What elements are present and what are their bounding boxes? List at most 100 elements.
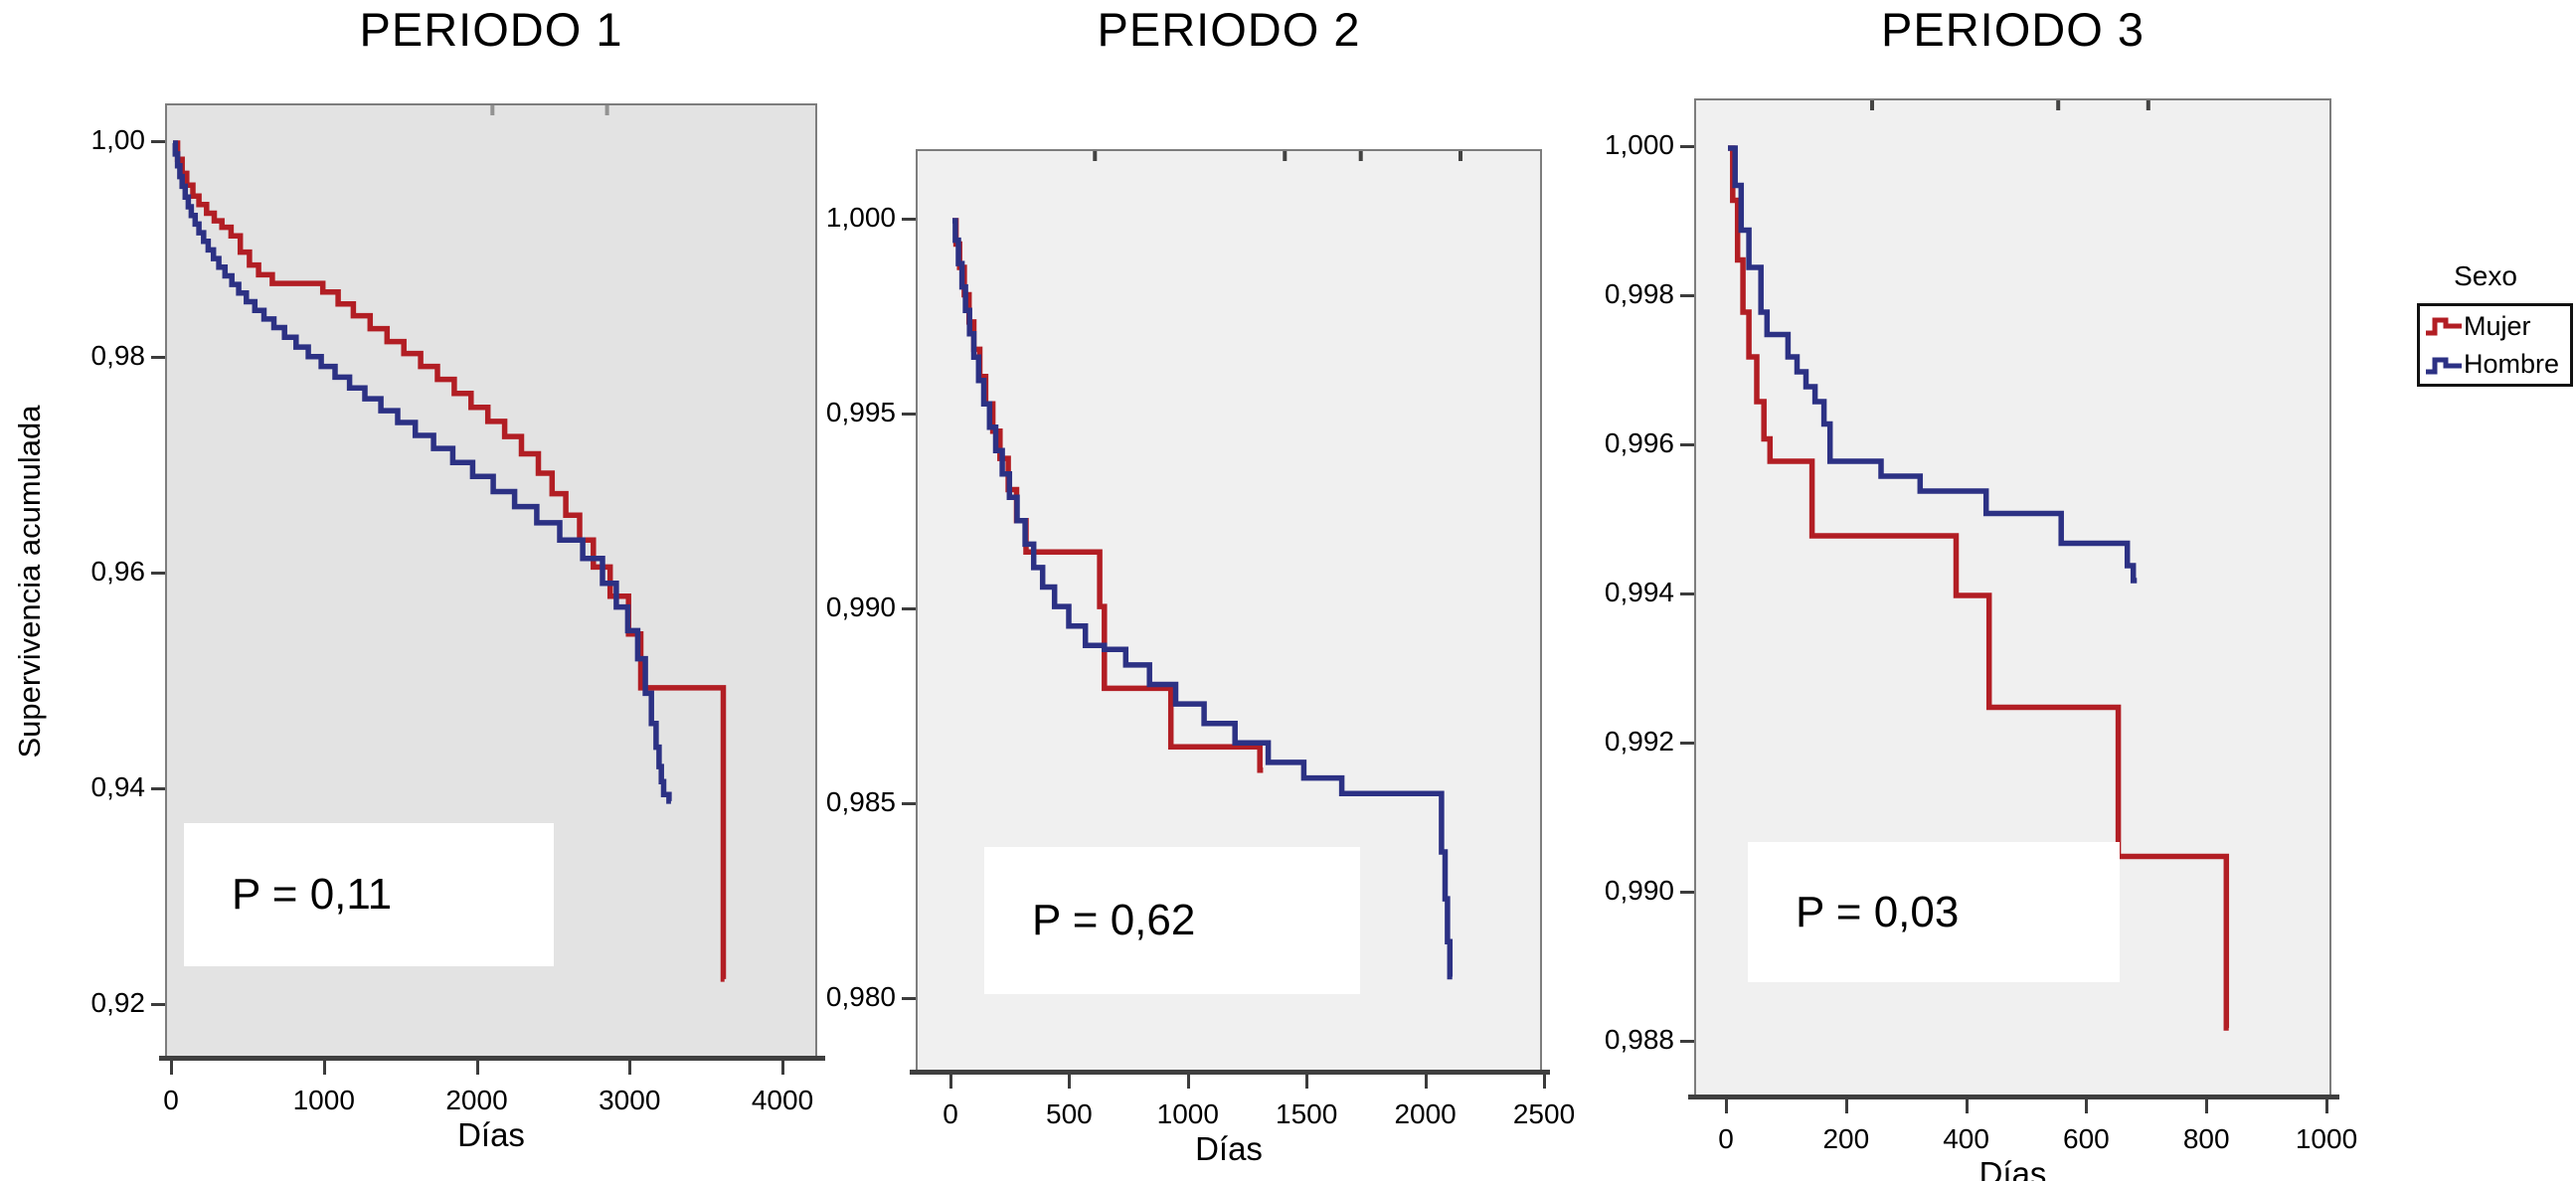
censor-mark: [1283, 151, 1288, 161]
y-tick-mark: [1680, 294, 1694, 297]
panel-title: PERIODO 3: [1881, 3, 2145, 56]
mujer-step-line-icon: [2426, 317, 2462, 336]
y-tick-mark: [902, 218, 916, 221]
x-tick-label: 2000: [1394, 1098, 1457, 1129]
x-tick-mark: [1068, 1075, 1072, 1089]
y-tick-mark: [1680, 1040, 1694, 1043]
y-tick-mark: [151, 572, 165, 575]
x-tick-label: 400: [1943, 1123, 1989, 1154]
y-tick-label: 0,92: [90, 987, 146, 1018]
x-tick-mark: [1844, 1099, 1848, 1113]
x-axis-label: Días: [1195, 1130, 1263, 1167]
legend-box: Mujer Hombre: [2417, 303, 2573, 387]
censor-mark: [1093, 151, 1098, 161]
y-tick-label: 1,00: [90, 124, 146, 155]
y-tick-mark: [902, 802, 916, 805]
y-tick-label: 0,996: [1604, 427, 1674, 458]
x-axis-label: Días: [457, 1116, 525, 1153]
x-tick-label: 500: [1046, 1098, 1093, 1129]
x-axis-label: Días: [1978, 1155, 2047, 1181]
legend-label: Mujer: [2464, 310, 2531, 341]
legend-title: Sexo: [2454, 260, 2517, 291]
y-tick-label: 0,94: [90, 771, 146, 802]
x-tick-label: 800: [2182, 1123, 2230, 1154]
x-axis-line: [159, 1056, 825, 1061]
censor-mark: [2146, 100, 2150, 110]
x-tick-label: 0: [943, 1098, 958, 1129]
y-tick-mark: [1680, 891, 1694, 894]
y-tick-label: 0,98: [90, 340, 146, 371]
y-tick-mark: [902, 607, 916, 610]
legend-item-mujer: Mujer: [2420, 307, 2570, 345]
x-tick-mark: [1965, 1099, 1969, 1113]
y-tick-label: 0,998: [1604, 278, 1674, 309]
p-value-box: P = 0,03: [1748, 842, 2120, 982]
y-tick-mark: [151, 140, 165, 143]
y-tick-label: 0,980: [825, 981, 896, 1012]
y-tick-label: 0,992: [1604, 726, 1674, 757]
x-tick-label: 1000: [292, 1085, 355, 1115]
legend-item-hombre: Hombre: [2420, 345, 2570, 383]
x-tick-label: 4000: [751, 1085, 814, 1115]
y-tick-mark: [1680, 592, 1694, 595]
censor-mark: [1459, 151, 1462, 161]
x-tick-mark: [1543, 1075, 1546, 1089]
censor-mark: [2056, 100, 2061, 110]
x-tick-mark: [1424, 1075, 1428, 1089]
x-tick-mark: [1725, 1099, 1728, 1113]
x-tick-mark: [2325, 1099, 2328, 1113]
censor-mark: [1358, 151, 1363, 161]
panel-title: PERIODO 2: [1097, 3, 1361, 56]
curve-hombre: [952, 218, 1454, 980]
y-tick-label: 0,995: [825, 397, 896, 427]
y-tick-label: 1,000: [825, 202, 896, 233]
y-tick-label: 0,990: [1604, 875, 1674, 906]
x-axis-line: [910, 1070, 1550, 1075]
x-tick-label: 2500: [1512, 1098, 1576, 1129]
y-tick-mark: [1680, 443, 1694, 446]
p-value-box: P = 0,11: [184, 823, 554, 966]
y-tick-mark: [151, 787, 165, 790]
curve-mujer: [173, 140, 727, 982]
y-tick-mark: [151, 1003, 165, 1006]
x-tick-label: 2000: [445, 1085, 508, 1115]
x-tick-mark: [170, 1061, 173, 1075]
x-tick-label: 1000: [1156, 1098, 1219, 1129]
x-tick-mark: [2205, 1099, 2209, 1113]
x-tick-mark: [322, 1061, 326, 1075]
censor-mark: [604, 105, 609, 115]
x-tick-mark: [781, 1061, 784, 1075]
x-tick-mark: [475, 1061, 479, 1075]
x-tick-label: 0: [1718, 1123, 1734, 1154]
panel-title: PERIODO 1: [359, 3, 623, 56]
x-tick-mark: [2085, 1099, 2089, 1113]
y-tick-label: 0,96: [90, 556, 146, 587]
x-tick-label: 3000: [599, 1085, 661, 1115]
y-tick-label: 0,985: [825, 786, 896, 817]
y-tick-label: 1,000: [1604, 129, 1674, 160]
curve-hombre: [172, 140, 672, 804]
y-tick-label: 0,994: [1604, 577, 1674, 607]
y-tick-mark: [902, 413, 916, 416]
curve-hombre: [1728, 145, 2138, 584]
x-tick-mark: [1305, 1075, 1309, 1089]
y-tick-mark: [151, 356, 165, 359]
y-tick-mark: [902, 997, 916, 1000]
legend-label: Hombre: [2464, 348, 2560, 379]
x-tick-label: 1500: [1276, 1098, 1338, 1129]
censor-mark: [490, 105, 495, 115]
x-tick-mark: [1186, 1075, 1190, 1089]
p-value-box: P = 0,62: [984, 847, 1360, 994]
x-tick-label: 200: [1822, 1123, 1870, 1154]
y-tick-mark: [1680, 145, 1694, 148]
curve-mujer: [1728, 145, 2230, 1031]
x-tick-label: 600: [2063, 1123, 2110, 1154]
survival-curves-3: [1728, 100, 2230, 1031]
x-tick-mark: [628, 1061, 632, 1075]
x-tick-mark: [949, 1075, 952, 1089]
survival-curves-2: [952, 151, 1462, 980]
survival-curves-1: [172, 105, 727, 982]
curve-mujer: [952, 218, 1264, 773]
x-tick-label: 1000: [2295, 1123, 2358, 1154]
